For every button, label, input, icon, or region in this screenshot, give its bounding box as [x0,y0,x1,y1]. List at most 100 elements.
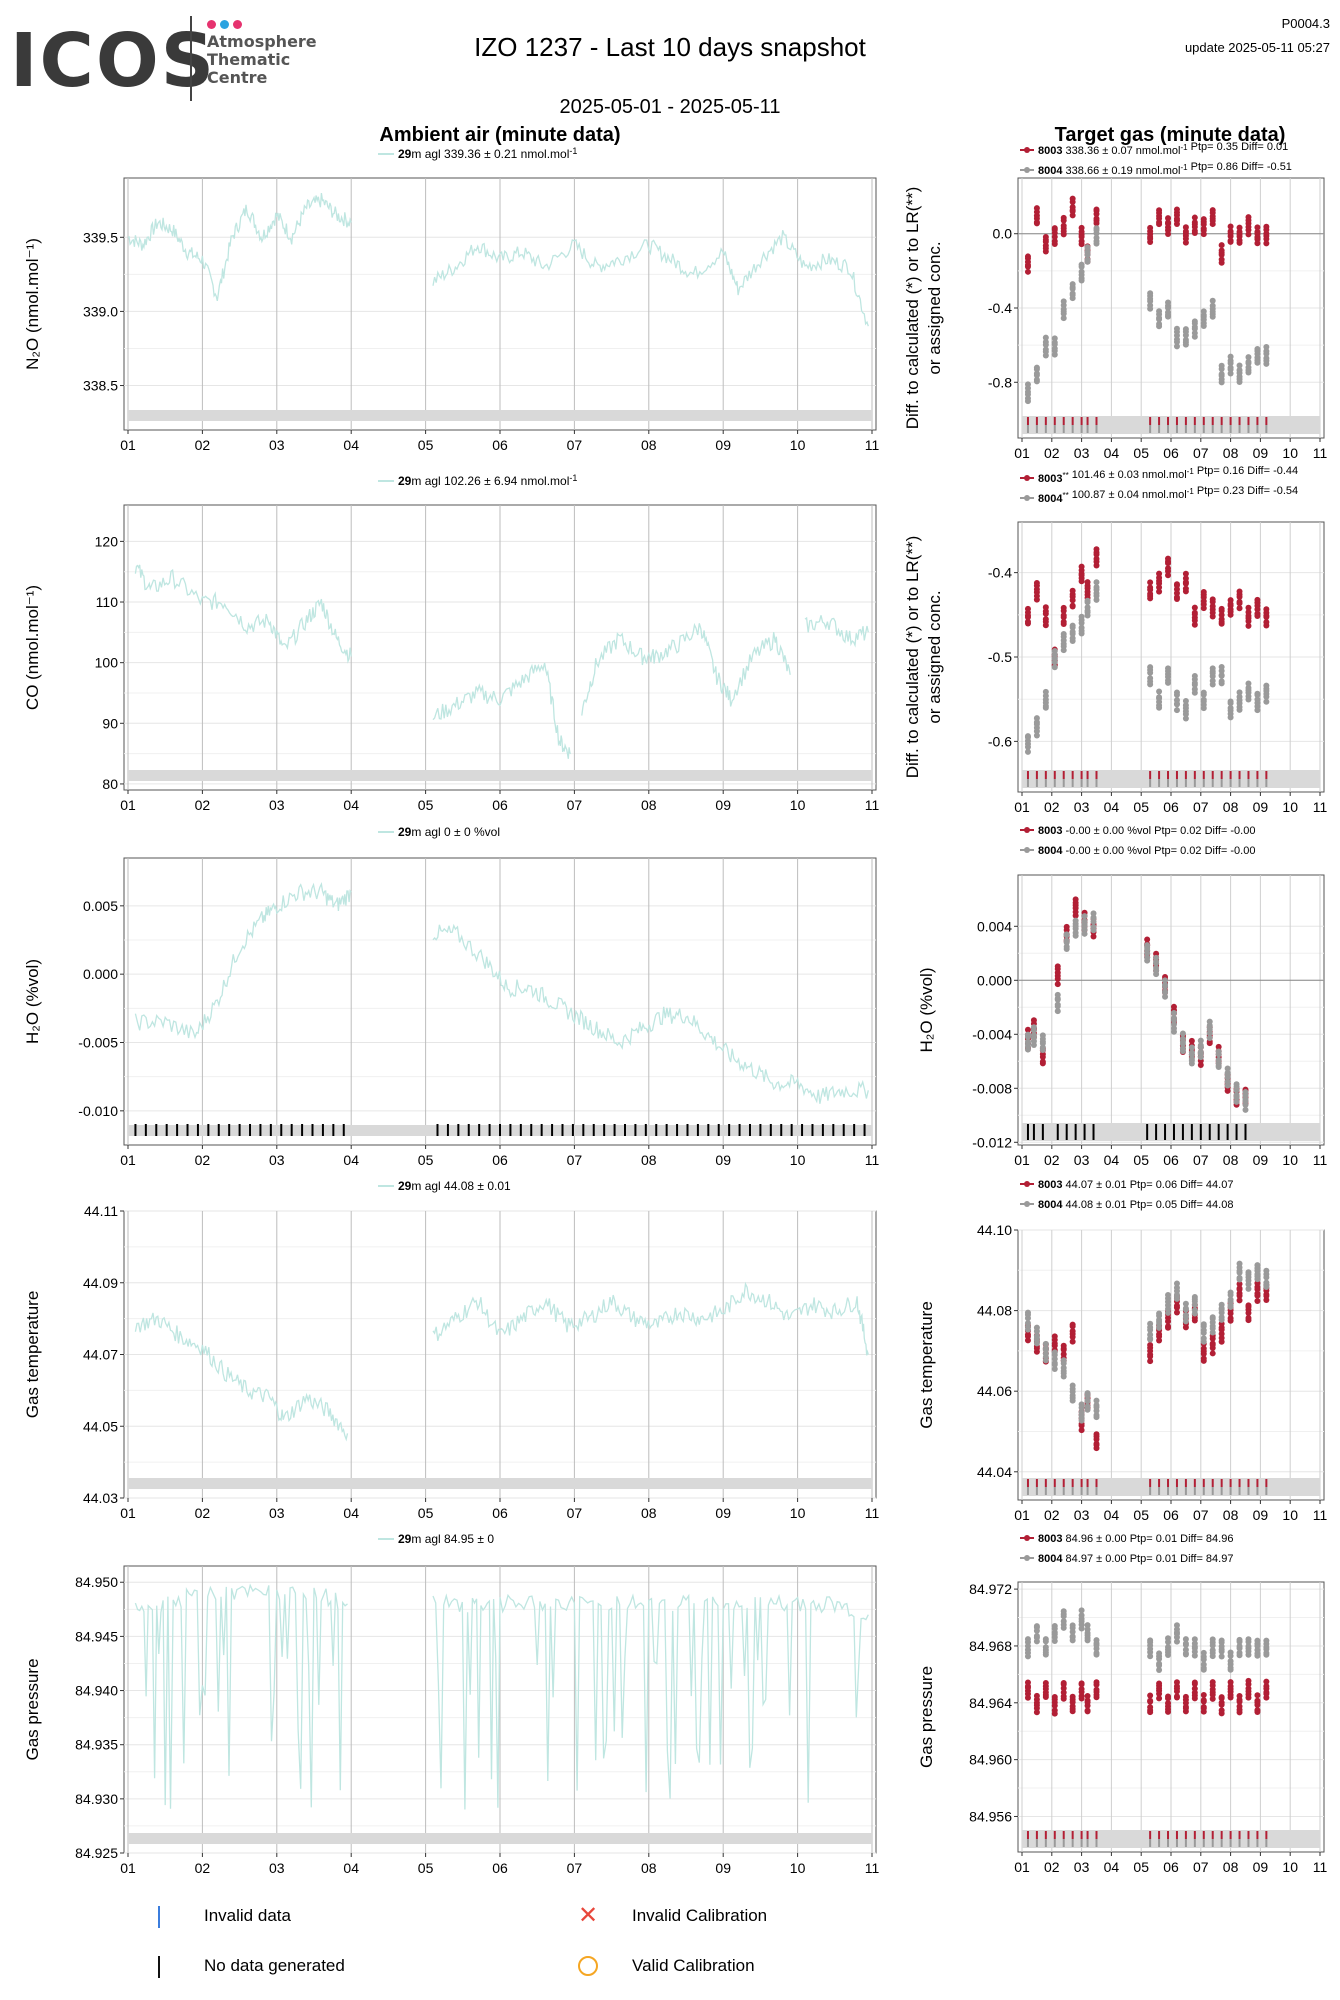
gp-target-point-8003 [1024,1679,1031,1686]
n2o-target-point-8004 [1227,353,1234,360]
logo-subtitle: Atmosphere Thematic Centre [207,33,317,87]
gt-ambient-ytick-label: 44.03 [83,1490,118,1506]
gp-target-point-8003 [1165,1693,1172,1700]
h2o-ambient-legend-text: 29m agl 0 ± 0 %vol [398,825,500,839]
co-ambient-xtick-label: 06 [492,797,508,813]
h2o-target-point-8004 [1030,1024,1037,1031]
n2o-target-point-8003 [1200,216,1207,223]
h2o-target-point-8003 [1188,1037,1195,1044]
gt-target-xtick-label: 10 [1282,1507,1298,1523]
gp-target-point-8004 [1200,1649,1207,1656]
gt-target-ylabel: Gas temperature [917,1301,936,1429]
n2o-target-point-8004 [1209,297,1216,304]
h2o-target-xtick-label: 10 [1282,1152,1298,1168]
n2o-target-point-8003 [1042,233,1049,240]
co-target-legend-text-8003: 8003** 101.46 ± 0.03 nmol.mol-1 Ptp= 0.1… [1038,465,1298,485]
n2o-ambient-ytick-label: 339.0 [83,303,118,319]
gt-ambient-ytick-label: 44.11 [84,1203,118,1219]
gp-ambient-ylabel: Gas pressure [23,1658,42,1760]
co-target-point-8004 [1033,715,1040,722]
h2o-target-point-8004 [1039,1032,1046,1039]
logo-divider [190,16,192,101]
h2o-ambient-xtick-label: 11 [865,1152,880,1168]
gp-target-xtick-label: 08 [1223,1859,1239,1875]
invalid-data-symbol [158,1906,160,1928]
n2o-ambient-ytick-label: 339.5 [83,229,118,245]
h2o-target-point-8004 [1197,1037,1204,1044]
co-target-point-8003 [1024,605,1031,612]
gt-ambient-ytick-label: 44.09 [83,1275,118,1291]
gp-target-ytick-label: 84.972 [969,1581,1012,1597]
n2o-target-ylabel: Diff. to calculated (*) or to LR(**) [903,187,922,430]
co-target-point-8003 [1078,563,1085,570]
gt-target-legend-dot-8004 [1024,1201,1030,1207]
h2o-target-point-8004 [1090,910,1097,917]
gp-target-ytick-label: 84.956 [969,1808,1012,1824]
gt-ambient-legend-text: 29m agl 44.08 ± 0.01 [398,1179,511,1193]
co-target-xtick-label: 06 [1163,799,1179,815]
n2o-target-legend-dot-8004 [1024,167,1030,173]
h2o-target-point-8003 [1024,1026,1031,1033]
co-target-point-8003 [1245,604,1252,611]
h2o-target-xtick-label: 09 [1253,1152,1269,1168]
gp-target-xtick-label: 02 [1044,1859,1060,1875]
gt-ambient-series-line [134,1312,349,1442]
h2o-target-ytick-label: -0.004 [972,1026,1012,1042]
gp-target-point-8003 [1227,1679,1234,1686]
h2o-target-point-8003 [1072,896,1079,903]
gt-ambient-xtick-label: 04 [343,1505,359,1521]
gt-target-xtick-label: 09 [1253,1507,1269,1523]
gp-target-point-8004 [1254,1637,1261,1644]
co-ambient-xtick-label: 03 [269,797,285,813]
n2o-target-point-8004 [1200,308,1207,315]
h2o-target-point-8004 [1024,1031,1031,1038]
gp-target-xtick-label: 09 [1253,1859,1269,1875]
n2o-ambient-ylabel: N₂O (nmol.mol⁻¹) [23,238,42,370]
n2o-ambient-ytick-label: 338.5 [83,378,118,394]
n2o-ambient-xtick-label: 04 [343,437,359,453]
co-target-point-8004 [1173,689,1180,696]
invalid-data-label: Invalid data [204,1906,291,1925]
h2o-target-xtick-label: 04 [1104,1152,1120,1168]
gt-ambient-xtick-label: 01 [120,1505,136,1521]
gt-target-point-8004 [1227,1289,1234,1296]
co-target-ytick-label: -0.5 [988,649,1012,665]
gt-target-point-8004 [1147,1320,1154,1327]
co-ambient-xtick-label: 11 [865,797,880,813]
co-target-point-8004 [1227,698,1234,705]
page-title: IZO 1237 - Last 10 days snapshot [474,32,866,62]
valid-calibration-label: Valid Calibration [632,1956,755,1975]
h2o-target-xtick-label: 05 [1133,1152,1149,1168]
h2o-target-point-8004 [1188,1044,1195,1051]
gp-ambient-legend-text: 29m agl 84.95 ± 0 [398,1532,494,1546]
n2o-target-point-8003 [1060,214,1067,221]
h2o-target-xtick-label: 03 [1074,1152,1090,1168]
gp-target-point-8004 [1093,1637,1100,1644]
h2o-ambient-ytick-label: 0.000 [83,966,118,982]
h2o-ambient-xtick-label: 05 [418,1152,434,1168]
co-target-point-8004 [1191,672,1198,679]
n2o-target-point-8003 [1033,205,1040,212]
co-ambient-xtick-label: 01 [120,797,136,813]
n2o-target-xtick-label: 07 [1193,445,1209,461]
h2o-target-point-8004 [1170,1010,1177,1017]
gp-ambient-ytick-label: 84.950 [75,1574,118,1590]
n2o-target-point-8004 [1165,299,1172,306]
n2o-target-xtick-label: 08 [1223,445,1239,461]
co-target-xtick-label: 07 [1193,799,1209,815]
gt-target-xtick-label: 08 [1223,1507,1239,1523]
date-range: 2025-05-01 - 2025-05-11 [559,96,781,118]
h2o-ambient-xtick-label: 07 [567,1152,583,1168]
gp-target-xtick-label: 05 [1133,1859,1149,1875]
co-target-xtick-label: 01 [1014,799,1030,815]
co-target-point-8003 [1165,555,1172,562]
n2o-target-point-8003 [1147,224,1154,231]
n2o-target-ytick-label: -0.8 [988,374,1012,390]
co-target-point-8004 [1254,690,1261,697]
co-ambient-series-line [134,564,352,664]
n2o-target-point-8004 [1218,362,1225,369]
h2o-target-xtick-label: 02 [1044,1152,1060,1168]
gp-target-point-8003 [1182,1693,1189,1700]
logo-sub-line-2: Thematic [207,50,291,69]
gp-target-status-band [1022,1830,1320,1848]
